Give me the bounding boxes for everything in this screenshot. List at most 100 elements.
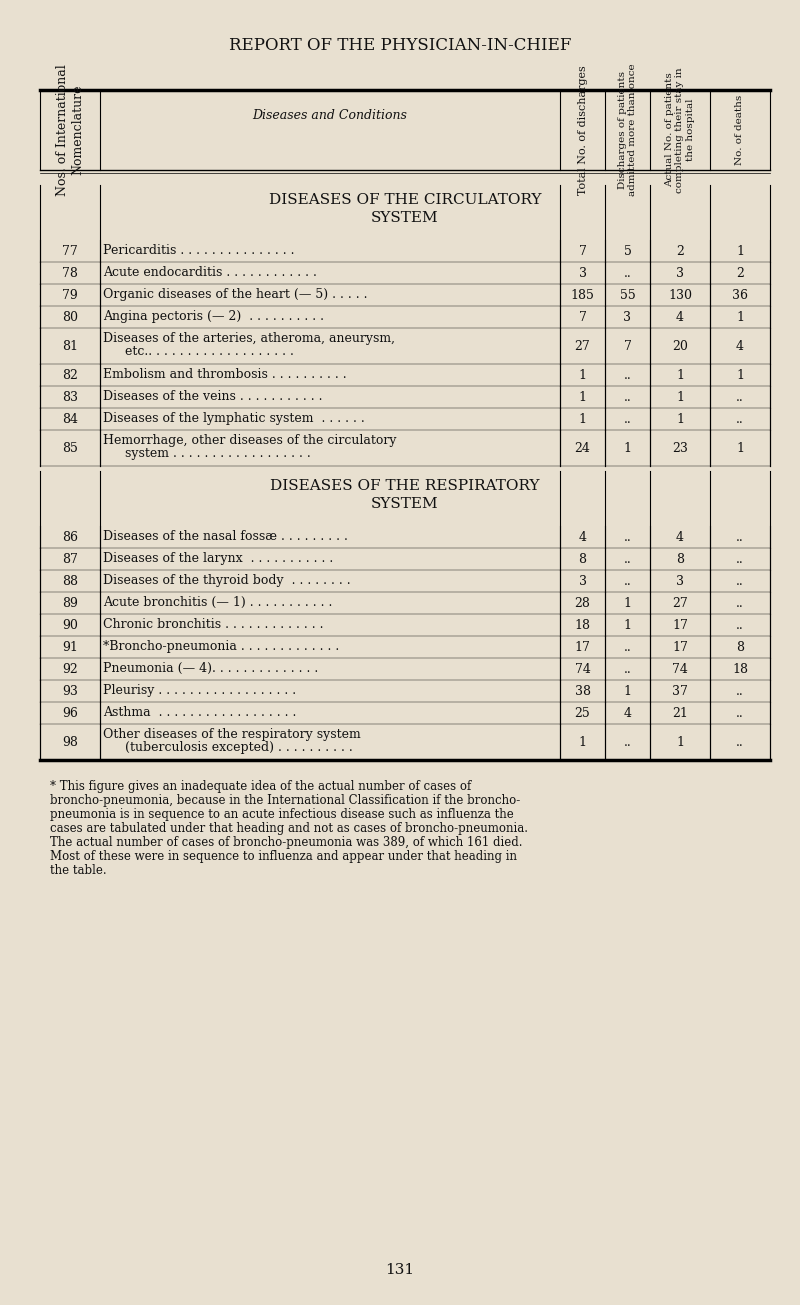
Text: 1: 1 xyxy=(578,736,586,749)
Text: ..: .. xyxy=(736,619,744,632)
Text: ..: .. xyxy=(736,706,744,719)
Text: Pericarditis . . . . . . . . . . . . . . .: Pericarditis . . . . . . . . . . . . . .… xyxy=(103,244,294,257)
Text: 77: 77 xyxy=(62,244,78,257)
Text: The actual number of cases of broncho-pneumonia was 389, of which 161 died.: The actual number of cases of broncho-pn… xyxy=(50,837,522,850)
Text: Organic diseases of the heart (— 5) . . . . .: Organic diseases of the heart (— 5) . . … xyxy=(103,288,367,301)
Text: 23: 23 xyxy=(672,441,688,454)
Text: 1: 1 xyxy=(736,244,744,257)
Text: 131: 131 xyxy=(386,1263,414,1278)
Text: 79: 79 xyxy=(62,288,78,301)
Text: 17: 17 xyxy=(672,641,688,654)
Text: Acute endocarditis . . . . . . . . . . . .: Acute endocarditis . . . . . . . . . . .… xyxy=(103,266,317,279)
Text: 81: 81 xyxy=(62,339,78,352)
Text: 96: 96 xyxy=(62,706,78,719)
Text: 25: 25 xyxy=(574,706,590,719)
Text: 1: 1 xyxy=(578,368,586,381)
Text: ..: .. xyxy=(624,736,631,749)
Text: broncho-pneumonia, because in the International Classification if the broncho-: broncho-pneumonia, because in the Intern… xyxy=(50,793,520,806)
Text: 91: 91 xyxy=(62,641,78,654)
Text: 28: 28 xyxy=(574,596,590,609)
Text: 21: 21 xyxy=(672,706,688,719)
Text: 4: 4 xyxy=(623,706,631,719)
Text: system . . . . . . . . . . . . . . . . . .: system . . . . . . . . . . . . . . . . .… xyxy=(125,448,310,459)
Text: 18: 18 xyxy=(732,663,748,676)
Text: *Broncho-pneumonia . . . . . . . . . . . . .: *Broncho-pneumonia . . . . . . . . . . .… xyxy=(103,639,339,652)
Text: 1: 1 xyxy=(623,596,631,609)
Text: SYSTEM: SYSTEM xyxy=(371,211,439,224)
Text: 3: 3 xyxy=(578,574,586,587)
Text: Diseases of the lymphatic system  . . . . . .: Diseases of the lymphatic system . . . .… xyxy=(103,412,365,425)
Text: ..: .. xyxy=(624,368,631,381)
Text: 1: 1 xyxy=(736,311,744,324)
Text: cases are tabulated under that heading and not as cases of broncho-pneumonia.: cases are tabulated under that heading a… xyxy=(50,822,528,835)
Text: ..: .. xyxy=(624,574,631,587)
Text: ..: .. xyxy=(624,390,631,403)
Text: 85: 85 xyxy=(62,441,78,454)
Text: 8: 8 xyxy=(736,641,744,654)
Text: 88: 88 xyxy=(62,574,78,587)
Text: 8: 8 xyxy=(578,552,586,565)
Text: 1: 1 xyxy=(676,736,684,749)
Text: Pneumonia (— 4). . . . . . . . . . . . . .: Pneumonia (— 4). . . . . . . . . . . . .… xyxy=(103,662,318,675)
Text: * This figure gives an inadequate idea of the actual number of cases of: * This figure gives an inadequate idea o… xyxy=(50,780,471,793)
Text: 4: 4 xyxy=(676,311,684,324)
Text: Most of these were in sequence to influenza and appear under that heading in: Most of these were in sequence to influe… xyxy=(50,850,517,863)
Text: ..: .. xyxy=(624,412,631,425)
Text: 130: 130 xyxy=(668,288,692,301)
Text: Nos. of International
Nomenclature: Nos. of International Nomenclature xyxy=(56,64,84,196)
Text: 37: 37 xyxy=(672,685,688,697)
Text: 1: 1 xyxy=(578,390,586,403)
Text: Diseases of the veins . . . . . . . . . . .: Diseases of the veins . . . . . . . . . … xyxy=(103,390,322,403)
Text: 3: 3 xyxy=(676,574,684,587)
Text: ..: .. xyxy=(736,685,744,697)
Text: ..: .. xyxy=(736,736,744,749)
Text: 1: 1 xyxy=(623,685,631,697)
Text: 2: 2 xyxy=(676,244,684,257)
Text: 17: 17 xyxy=(672,619,688,632)
Text: Other diseases of the respiratory system: Other diseases of the respiratory system xyxy=(103,728,361,741)
Text: 7: 7 xyxy=(578,244,586,257)
Text: 4: 4 xyxy=(578,531,586,543)
Text: 78: 78 xyxy=(62,266,78,279)
Text: 20: 20 xyxy=(672,339,688,352)
Text: SYSTEM: SYSTEM xyxy=(371,497,439,512)
Text: 3: 3 xyxy=(578,266,586,279)
Text: the table.: the table. xyxy=(50,864,106,877)
Text: 1: 1 xyxy=(676,412,684,425)
Text: 2: 2 xyxy=(736,266,744,279)
Text: 1: 1 xyxy=(736,368,744,381)
Text: 4: 4 xyxy=(676,531,684,543)
Text: 7: 7 xyxy=(578,311,586,324)
Text: ..: .. xyxy=(624,641,631,654)
Text: Actual No. of patients
completing their stay in
the hospital: Actual No. of patients completing their … xyxy=(665,67,695,193)
Text: 1: 1 xyxy=(676,390,684,403)
Text: Discharges of patients
admitted more than once: Discharges of patients admitted more tha… xyxy=(618,64,638,196)
Text: 3: 3 xyxy=(623,311,631,324)
Text: Embolism and thrombosis . . . . . . . . . .: Embolism and thrombosis . . . . . . . . … xyxy=(103,368,346,381)
Text: 1: 1 xyxy=(623,441,631,454)
Text: 55: 55 xyxy=(620,288,635,301)
Text: 1: 1 xyxy=(736,441,744,454)
Text: 27: 27 xyxy=(574,339,590,352)
Text: 3: 3 xyxy=(676,266,684,279)
Text: 36: 36 xyxy=(732,288,748,301)
Text: DISEASES OF THE RESPIRATORY: DISEASES OF THE RESPIRATORY xyxy=(270,479,540,493)
Text: (tuberculosis excepted) . . . . . . . . . .: (tuberculosis excepted) . . . . . . . . … xyxy=(125,741,353,754)
Text: 98: 98 xyxy=(62,736,78,749)
Text: 74: 74 xyxy=(574,663,590,676)
Text: 18: 18 xyxy=(574,619,590,632)
Text: 83: 83 xyxy=(62,390,78,403)
Text: Hemorrhage, other diseases of the circulatory: Hemorrhage, other diseases of the circul… xyxy=(103,435,397,448)
Text: Pleurisy . . . . . . . . . . . . . . . . . .: Pleurisy . . . . . . . . . . . . . . . .… xyxy=(103,684,296,697)
Text: ..: .. xyxy=(624,531,631,543)
Text: 93: 93 xyxy=(62,685,78,697)
Text: 86: 86 xyxy=(62,531,78,543)
Text: 4: 4 xyxy=(736,339,744,352)
Text: ..: .. xyxy=(624,266,631,279)
Text: 82: 82 xyxy=(62,368,78,381)
Text: Asthma  . . . . . . . . . . . . . . . . . .: Asthma . . . . . . . . . . . . . . . . .… xyxy=(103,706,296,719)
Text: Acute bronchitis (— 1) . . . . . . . . . . .: Acute bronchitis (— 1) . . . . . . . . .… xyxy=(103,596,332,609)
Text: 92: 92 xyxy=(62,663,78,676)
Text: pneumonia is in sequence to an acute infectious disease such as influenza the: pneumonia is in sequence to an acute inf… xyxy=(50,808,514,821)
Text: ..: .. xyxy=(736,552,744,565)
